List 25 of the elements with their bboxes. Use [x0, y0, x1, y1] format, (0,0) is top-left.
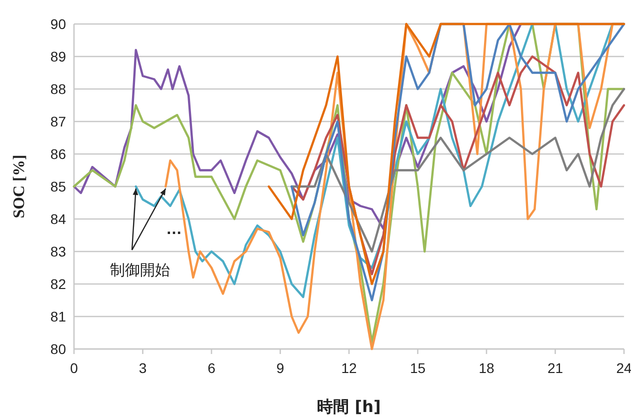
line-series — [290, 55, 626, 276]
x-tick-label: 21 — [547, 360, 564, 376]
x-tick-label: 12 — [341, 360, 357, 376]
x-tick-label: 9 — [276, 360, 284, 376]
y-tick-label: 80 — [50, 341, 66, 357]
line-series — [290, 88, 626, 253]
x-tick-label: 15 — [410, 360, 426, 376]
y-tick-label: 81 — [50, 308, 66, 324]
annotation: 制御開始 — [110, 261, 170, 279]
x-tick-label: 3 — [138, 360, 147, 376]
x-tick-label: 6 — [208, 360, 216, 376]
y-tick-label: 86 — [50, 146, 66, 162]
x-tick-label: 0 — [70, 360, 78, 376]
y-tick-label: 84 — [50, 211, 66, 227]
x-tick-label: 18 — [478, 360, 494, 376]
x-axis-title: 時間 [h] — [317, 397, 381, 416]
y-tick-label: 88 — [50, 81, 66, 97]
y-tick-label: 82 — [50, 276, 66, 292]
y-tick-label: 90 — [50, 16, 66, 32]
y-tick-label: 83 — [50, 244, 66, 260]
y-tick-label: 85 — [50, 178, 66, 194]
y-tick-label: 89 — [50, 48, 66, 64]
y-tick-label: 87 — [50, 114, 66, 130]
y-axis-title: SOC [%] — [11, 154, 28, 218]
annotation: … — [166, 221, 182, 238]
